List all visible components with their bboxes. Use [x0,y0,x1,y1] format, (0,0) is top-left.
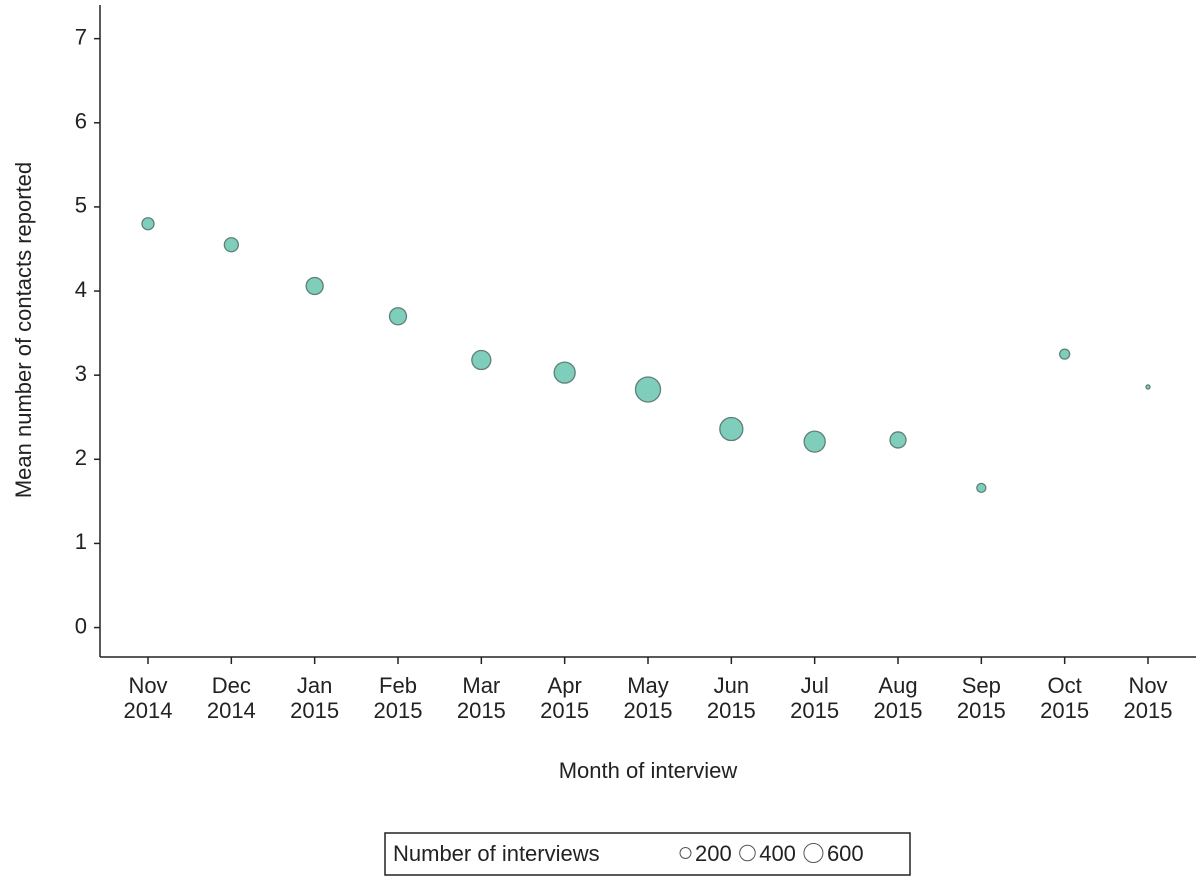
y-tick-label: 0 [75,613,87,638]
bubble [1145,384,1151,390]
x-tick-label: Jul 2015 [790,673,840,723]
y-tick-label: 3 [75,361,87,386]
legend-label: 400 [759,841,796,866]
bubble [305,276,324,296]
x-tick-label: Feb 2015 [373,673,423,723]
legend-bubble [803,842,824,864]
y-tick-label: 5 [75,193,87,218]
x-tick-label: Mar 2015 [456,673,506,723]
y-axis-title: Mean number of contacts reported [11,162,36,498]
bubble [889,431,907,449]
x-tick-label: Nov 2015 [1123,673,1173,723]
x-tick-label: May 2015 [623,673,673,723]
x-tick-label: Aug 2015 [873,673,923,723]
y-tick-label: 7 [75,24,87,49]
bubble [223,237,239,253]
legend-bubble [739,844,756,862]
y-tick-label: 1 [75,529,87,554]
bubble [471,349,492,371]
legend-box [384,832,911,876]
bubble [976,482,987,494]
x-tick-label: Apr 2015 [540,673,590,723]
x-tick-label: Jun 2015 [706,673,756,723]
legend-label: 200 [695,841,732,866]
bubble [803,430,826,453]
y-tick-label: 2 [75,445,87,470]
y-tick-label: 4 [75,277,87,302]
x-tick-label: Dec 2014 [206,673,256,723]
x-tick-label: Nov 2014 [123,673,173,723]
legend-bubble [679,847,692,859]
bubble [1059,348,1071,360]
legend-title: Number of interviews [393,841,600,866]
bubble [553,361,576,384]
legend-label: 600 [827,841,864,866]
x-tick-label: Jan 2015 [290,673,340,723]
bubble [388,307,408,326]
x-tick-label: Oct 2015 [1040,673,1090,723]
y-tick-label: 6 [75,109,87,134]
bubble [634,376,662,403]
bubble [141,217,155,231]
x-tick-label: Sep 2015 [956,673,1006,723]
bubble [719,416,744,442]
x-axis-title: Month of interview [559,758,738,783]
